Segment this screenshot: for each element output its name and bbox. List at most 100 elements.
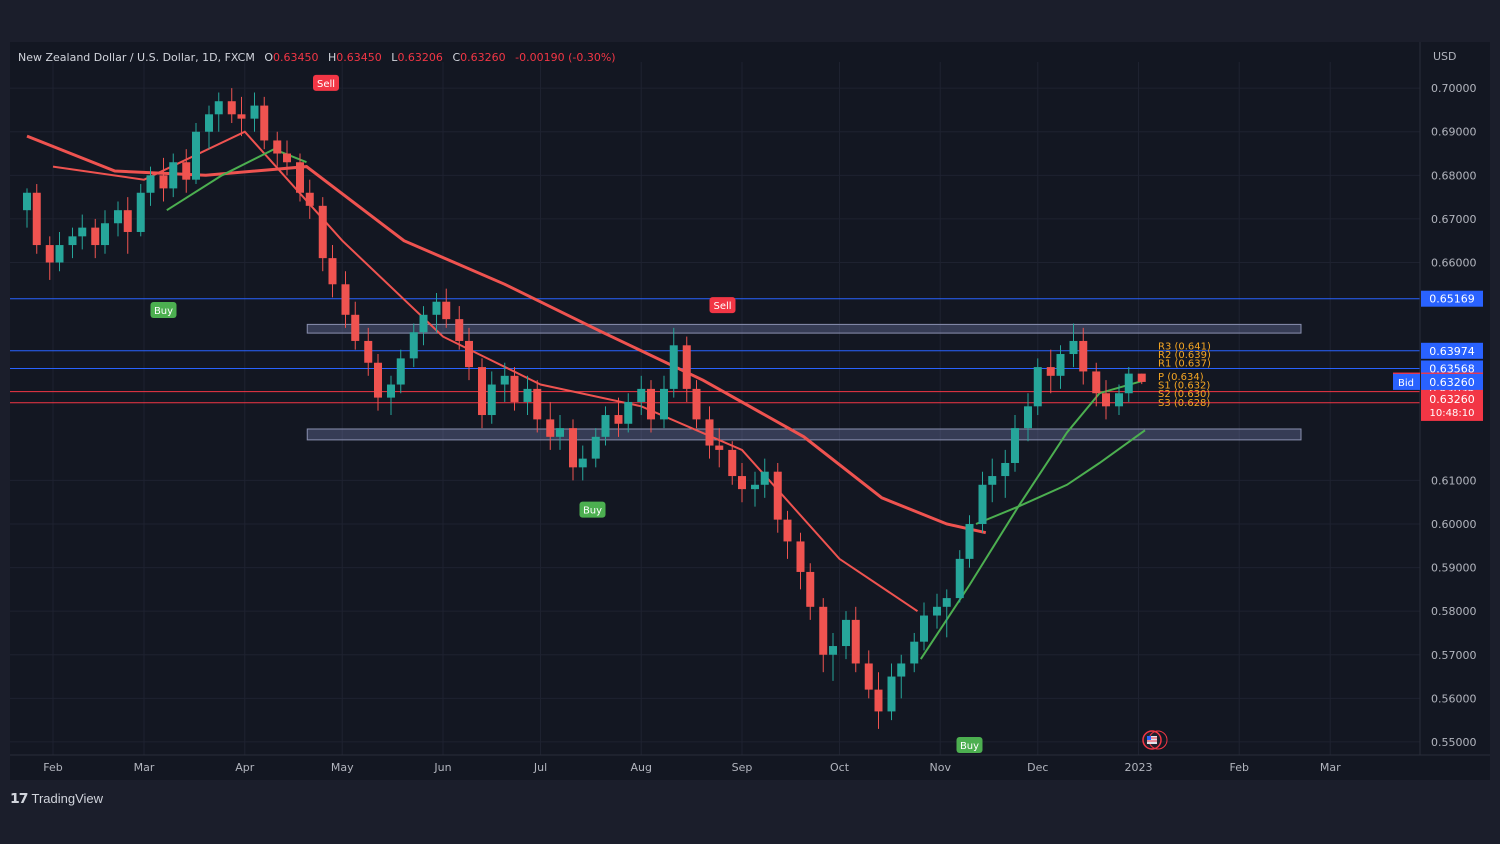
candle-body bbox=[955, 558, 964, 599]
level-badge-bg bbox=[1421, 360, 1483, 377]
countdown-label: 10:48:10 bbox=[1430, 408, 1475, 419]
candle-body bbox=[988, 476, 997, 485]
candle-body bbox=[773, 471, 782, 520]
svg-text:New Zealand Dollar / U.S. Doll: New Zealand Dollar / U.S. Dollar, 1D, FX… bbox=[18, 51, 616, 64]
candle-body bbox=[1069, 340, 1078, 355]
bid-badge-bg bbox=[1421, 373, 1483, 390]
open-value: 0.63450 bbox=[273, 51, 319, 64]
pivot-label: P (0.634) bbox=[1158, 372, 1204, 383]
y-tick-label: 0.69000 bbox=[1431, 126, 1477, 139]
price-chart[interactable]: Buy Sell Buy Sell Buy R3 (0.641)R2 (0.639)R1… bbox=[10, 42, 1490, 780]
sell-signal-badge bbox=[313, 74, 339, 91]
buy-signal-badge bbox=[150, 302, 177, 319]
candle-body bbox=[442, 301, 451, 320]
candle-body bbox=[647, 388, 655, 420]
candle-body bbox=[23, 192, 31, 211]
y-tick-label: 0.60000 bbox=[1431, 518, 1477, 531]
candle-body bbox=[296, 162, 304, 193]
ohlc-header: New Zealand Dollar / U.S. Dollar, 1D, FX… bbox=[18, 51, 616, 64]
last-price-badge-bg bbox=[1421, 390, 1483, 421]
candle-body bbox=[1046, 367, 1055, 376]
candle-body bbox=[569, 428, 577, 468]
candle-body bbox=[68, 236, 77, 246]
candle-body bbox=[374, 362, 382, 398]
candle-body bbox=[205, 114, 213, 132]
candle-body bbox=[1079, 340, 1088, 372]
y-tick-label: 0.56000 bbox=[1431, 692, 1477, 705]
price-axis[interactable]: 0.70000 0.69000 0.68000 0.67000 0.66000 0.610… bbox=[1431, 82, 1477, 749]
candle-body bbox=[751, 484, 759, 490]
signals: Buy Sell Buy Sell Buy bbox=[150, 74, 983, 754]
zone-resistance bbox=[306, 323, 1302, 334]
candle-body bbox=[591, 436, 600, 459]
bid-badge: 0.63260 bbox=[1429, 376, 1475, 389]
candle-body bbox=[1137, 373, 1146, 382]
candle-body bbox=[738, 476, 746, 490]
candle-body bbox=[546, 419, 555, 437]
candle-body bbox=[1115, 393, 1123, 407]
candle-body bbox=[465, 340, 473, 368]
time-axis-bg bbox=[10, 755, 1490, 780]
high-label: H bbox=[328, 51, 336, 64]
symbol-title: New Zealand Dollar / U.S. Dollar, 1D, FX… bbox=[18, 51, 255, 64]
x-tick-label: Apr bbox=[235, 761, 255, 774]
low-label: L bbox=[391, 51, 398, 64]
candle-body bbox=[214, 101, 223, 115]
low-value: 0.63206 bbox=[397, 51, 443, 64]
candle-body bbox=[933, 606, 941, 616]
candle-body bbox=[864, 663, 873, 690]
buy-signal-label: Buy bbox=[583, 506, 602, 517]
x-tick-label: Jun bbox=[433, 761, 451, 774]
flag-event-icon[interactable] bbox=[1142, 730, 1168, 750]
candle-body bbox=[387, 384, 395, 398]
candle-body bbox=[829, 646, 837, 655]
candle-body bbox=[159, 175, 168, 189]
candle-body bbox=[669, 345, 678, 389]
candle-body bbox=[510, 375, 519, 402]
pivot-label: R2 (0.639) bbox=[1158, 350, 1211, 361]
candle-body bbox=[260, 105, 269, 141]
candle-body bbox=[842, 619, 850, 647]
candle-body bbox=[55, 245, 64, 263]
candle-body bbox=[305, 192, 314, 206]
candle-body bbox=[364, 340, 373, 363]
x-tick-label: Aug bbox=[631, 761, 652, 774]
candle-body bbox=[715, 445, 724, 450]
level-badge: 0.63568 bbox=[1429, 362, 1475, 375]
chart-panel[interactable]: Buy Sell Buy Sell Buy R3 (0.641) R2 (0.639) R1… bbox=[10, 42, 1490, 780]
buy-signal-badge bbox=[579, 501, 606, 518]
candle-body bbox=[1033, 367, 1042, 407]
sell-signal-label: Sell bbox=[317, 79, 335, 90]
candle-body bbox=[250, 105, 259, 119]
x-tick-label: May bbox=[331, 761, 354, 774]
x-tick-label: Jul bbox=[533, 761, 547, 774]
candle-body bbox=[796, 541, 805, 572]
horizontal-levels bbox=[10, 298, 1420, 404]
x-tick-label: Feb bbox=[1230, 761, 1249, 774]
y-tick-label: 0.67000 bbox=[1431, 213, 1477, 226]
candle-body bbox=[182, 162, 191, 180]
time-axis[interactable]: Feb Mar Apr May Jun Jul Aug Sep Oct Nov Dec 2023 Feb… bbox=[43, 761, 1341, 774]
candle-body bbox=[169, 162, 178, 189]
candle-body bbox=[523, 388, 532, 402]
candle-body bbox=[123, 210, 132, 232]
candle-body bbox=[341, 284, 350, 315]
candle-body bbox=[136, 192, 145, 232]
candle-body bbox=[682, 345, 691, 389]
candle-body bbox=[432, 301, 441, 315]
pivot-label: R3 (0.641) bbox=[1158, 341, 1211, 352]
candle-body bbox=[760, 471, 769, 485]
candle-body bbox=[965, 524, 974, 559]
tradingview-logo[interactable]: 𝟭𝟳 TradingView bbox=[10, 790, 103, 807]
candle-body bbox=[624, 401, 633, 424]
candle-body bbox=[32, 192, 41, 246]
candle-body bbox=[601, 415, 610, 437]
candle-body bbox=[146, 175, 155, 193]
candle-body bbox=[396, 358, 405, 385]
candle-body bbox=[78, 227, 87, 237]
candle-body bbox=[783, 519, 792, 542]
pivot-label: S2 (0.630) bbox=[1158, 389, 1210, 400]
pivot-label: S3 (0.628) bbox=[1158, 398, 1210, 409]
ma-line bbox=[975, 429, 1146, 525]
candle-body bbox=[614, 415, 623, 424]
